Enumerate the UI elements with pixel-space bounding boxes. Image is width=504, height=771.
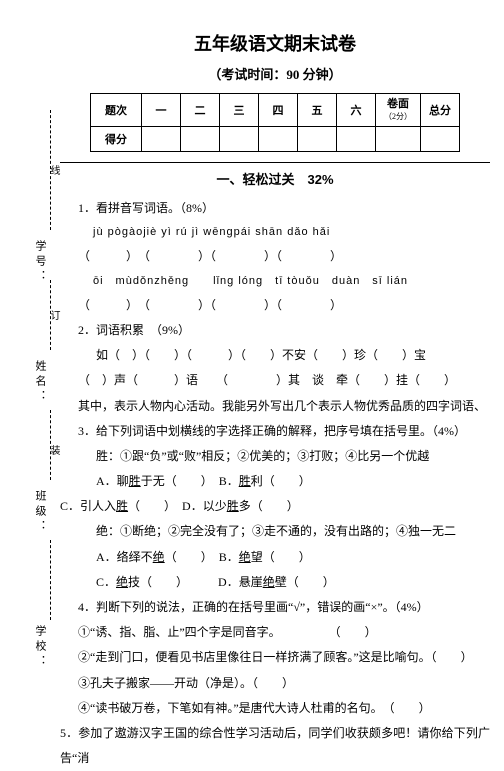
label-banji: 班级： — [32, 490, 48, 535]
q1-blanks-2: （ ） （ ）（ ）（ ） — [60, 293, 490, 318]
q1-pinyin-2: ōi mùdǒnzhěng lǐng lóng tī tòuǒu duàn sī… — [60, 270, 490, 293]
q4: 4．判断下列的说法，正确的在括号里画“√”，错误的画“×”。（4%） — [60, 595, 490, 620]
th: 二 — [181, 94, 220, 127]
section-1-head: 一、轻松过关 32% — [60, 162, 490, 188]
mark-ding: 订 — [46, 310, 61, 320]
page-subtitle: （考试时间：90 分钟） — [60, 64, 490, 83]
cell — [142, 127, 181, 152]
th: 卷面 （2分） — [376, 94, 421, 127]
q1-blanks-1: （ ） （ ）（ ）（ ） — [60, 244, 490, 269]
page-content: 五年级语文期末试卷 （考试时间：90 分钟） 题次 一 二 三 四 五 六 卷面… — [60, 30, 490, 771]
label-xuehao: 学号： — [32, 240, 48, 285]
label-xingming: 姓名： — [32, 360, 48, 405]
dash-line — [50, 540, 52, 620]
th: 三 — [220, 94, 259, 127]
score-table: 题次 一 二 三 四 五 六 卷面 （2分） 总分 得分 — [90, 93, 460, 152]
th: 一 — [142, 94, 181, 127]
th-sub: （2分） — [384, 112, 412, 121]
q2-line2: （ ）声（ ）语 （ ）其 谈 牵（ ）挂（ ） — [60, 368, 490, 393]
th: 四 — [259, 94, 298, 127]
binding-margin: 线 学号： 订 姓名： 班级： 装 学校： — [6, 110, 56, 670]
q3-opt-c: C．引人入胜（ ） D．以少胜多（ ） — [60, 494, 490, 519]
q3: 3．给下列词语中划横线的字选择正确的解释，把序号填在括号里。（4%） — [60, 419, 490, 444]
q1: 1．看拼音写词语。（8%） — [60, 196, 490, 221]
th: 题次 — [91, 94, 142, 127]
mark-zhuang: 装 — [46, 445, 61, 455]
label-xuexiao: 学校： — [32, 625, 48, 670]
q4-1: ①“诱、指、脂、止”四个字是同音字。 （ ） — [60, 620, 490, 645]
th: 总分 — [421, 94, 460, 127]
cell — [376, 127, 421, 152]
q4-4: ④“读书破万卷，下笔如有神。”是唐代大诗人杜甫的名句。 （ ） — [60, 696, 490, 721]
q3-def2: 绝：①断绝；②完全没有了；③走不通的，没有出路的；④独一无二 — [60, 519, 490, 544]
cell — [259, 127, 298, 152]
mark-line: 线 — [46, 165, 61, 175]
q5: 5．参加了遨游汉字王国的综合性学习活动后，同学们收获颇多吧！请你给下列广告“消 — [60, 721, 490, 771]
th: 五 — [298, 94, 337, 127]
cell — [181, 127, 220, 152]
th: 得分 — [91, 127, 142, 152]
cell — [421, 127, 460, 152]
q3-opt-c2: C．绝技（ ） D．悬崖绝壁（ ） — [60, 570, 490, 595]
page-title: 五年级语文期末试卷 — [60, 30, 490, 56]
th: 六 — [337, 94, 376, 127]
cell — [298, 127, 337, 152]
q4-3: ③孔夫子搬家——开动（净是）。（ ） — [60, 671, 490, 696]
q1-pinyin-1: jù pògàojiè yì rú jì wēngpái shān dǎo hǎ… — [60, 221, 490, 244]
q3-def1: 胜：①跟“负”或“败”相反；②优美的；③打败；④比另一个优越 — [60, 444, 490, 469]
cell — [220, 127, 259, 152]
q2-line1: 如（ ）（ ）（ ）（ ）不安（ ）珍（ ）宝 — [60, 343, 490, 368]
q3-opt-a: A．聊胜于无（ ） B．胜利（ ） — [60, 469, 490, 494]
cell — [337, 127, 376, 152]
th-text: 卷面 — [387, 98, 409, 110]
q2: 2．词语积累 （9%） — [60, 318, 490, 343]
q4-2: ②“走到门口，便看见书店里像往日一样挤满了顾客。”这是比喻句。（ ） — [60, 645, 490, 670]
q2-line3: 其中，表示人物内心活动。我能另外写出几个表示人物优秀品质的四字词语、 — [60, 394, 490, 419]
q3-opt-a2: A．络绎不绝（ ） B．绝望（ ） — [60, 545, 490, 570]
